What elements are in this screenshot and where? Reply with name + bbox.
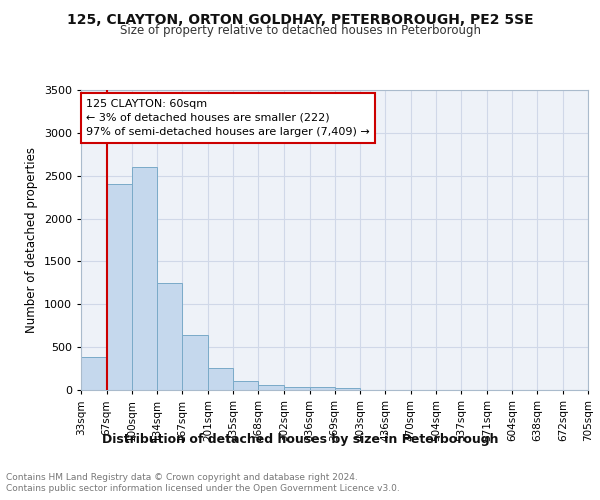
Bar bbox=[284, 386, 310, 390]
Text: Contains public sector information licensed under the Open Government Licence v3: Contains public sector information licen… bbox=[6, 484, 400, 493]
Bar bbox=[182, 335, 208, 390]
Text: Distribution of detached houses by size in Peterborough: Distribution of detached houses by size … bbox=[102, 432, 498, 446]
Bar bbox=[208, 368, 233, 390]
Bar bbox=[258, 386, 284, 390]
Text: 125, CLAYTON, ORTON GOLDHAY, PETERBOROUGH, PE2 5SE: 125, CLAYTON, ORTON GOLDHAY, PETERBOROUG… bbox=[67, 12, 533, 26]
Y-axis label: Number of detached properties: Number of detached properties bbox=[25, 147, 38, 333]
Bar bbox=[310, 388, 335, 390]
Bar bbox=[233, 382, 258, 390]
Bar bbox=[131, 167, 157, 390]
Text: Contains HM Land Registry data © Crown copyright and database right 2024.: Contains HM Land Registry data © Crown c… bbox=[6, 472, 358, 482]
Bar bbox=[335, 388, 360, 390]
Bar bbox=[107, 184, 131, 390]
Bar bbox=[157, 283, 182, 390]
Text: 125 CLAYTON: 60sqm
← 3% of detached houses are smaller (222)
97% of semi-detache: 125 CLAYTON: 60sqm ← 3% of detached hous… bbox=[86, 99, 370, 137]
Bar bbox=[81, 358, 107, 390]
Text: Size of property relative to detached houses in Peterborough: Size of property relative to detached ho… bbox=[119, 24, 481, 37]
